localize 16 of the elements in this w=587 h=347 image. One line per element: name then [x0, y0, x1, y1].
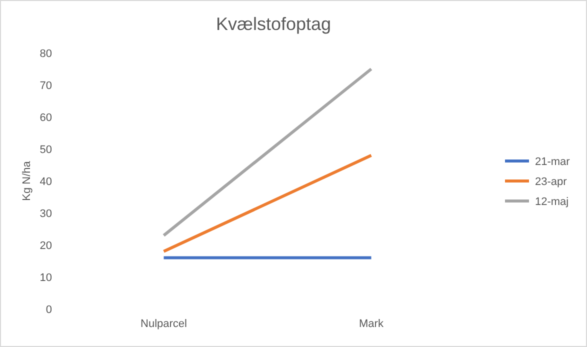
y-tick-label: 70 [40, 80, 52, 92]
y-tick-label: 40 [40, 176, 52, 188]
y-tick-label: 50 [40, 144, 52, 156]
y-tick-label: 30 [40, 208, 52, 220]
legend-label: 21-mar [535, 156, 570, 168]
chart-title: Kvælstofoptag [216, 14, 332, 34]
y-tick-label: 20 [40, 240, 52, 252]
y-tick-label: 10 [40, 272, 52, 284]
legend-label: 12-maj [535, 196, 569, 208]
x-tick-label: Nulparcel [140, 318, 187, 330]
legend-label: 23-apr [535, 176, 568, 188]
y-tick-label: 60 [40, 112, 52, 124]
x-tick-label: Mark [359, 318, 384, 330]
y-axis-title: Kg N/ha [21, 160, 33, 201]
y-tick-label: 0 [46, 304, 52, 316]
y-tick-label: 80 [40, 48, 52, 60]
